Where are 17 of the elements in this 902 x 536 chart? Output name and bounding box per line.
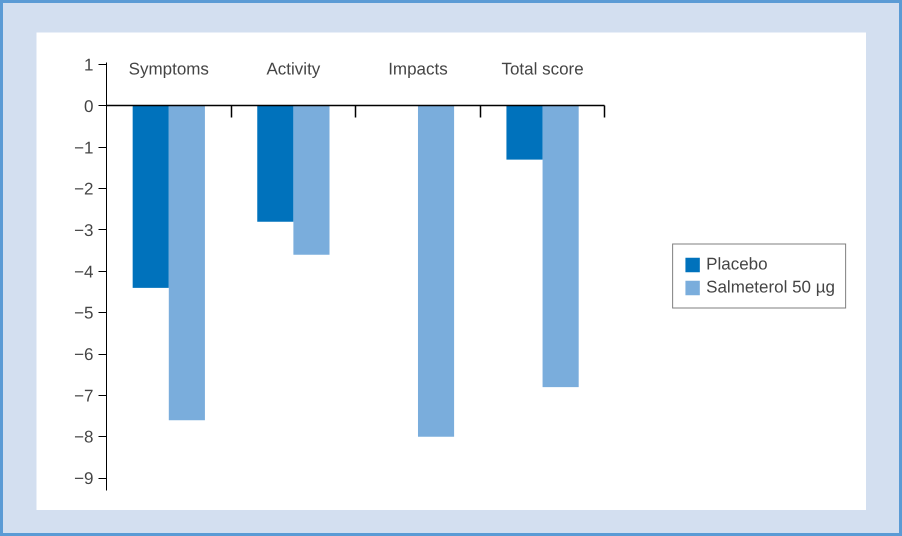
y-tick-label: 1 bbox=[84, 56, 94, 75]
y-tick-label: −9 bbox=[74, 469, 94, 488]
y-tick-label: −7 bbox=[74, 386, 94, 406]
y-tick-label: 0 bbox=[84, 96, 94, 116]
x-tick-label: Total score bbox=[501, 60, 584, 78]
y-tick-label: −4 bbox=[74, 262, 94, 282]
legend-label: Salmeterol 50 µg bbox=[706, 278, 835, 298]
legend-label: Placebo bbox=[706, 254, 768, 274]
y-tick-label: −8 bbox=[74, 428, 94, 447]
y-tick-label: −6 bbox=[74, 345, 94, 364]
x-tick-label: Impacts bbox=[388, 60, 448, 78]
x-tick-label: Symptoms bbox=[128, 60, 209, 78]
y-tick-label: −2 bbox=[74, 180, 94, 199]
x-tick-label: Activity bbox=[266, 60, 321, 78]
y-tick-label: −1 bbox=[74, 138, 94, 158]
y-tick-label: −5 bbox=[74, 304, 94, 323]
y-tick-label: −3 bbox=[74, 220, 94, 240]
